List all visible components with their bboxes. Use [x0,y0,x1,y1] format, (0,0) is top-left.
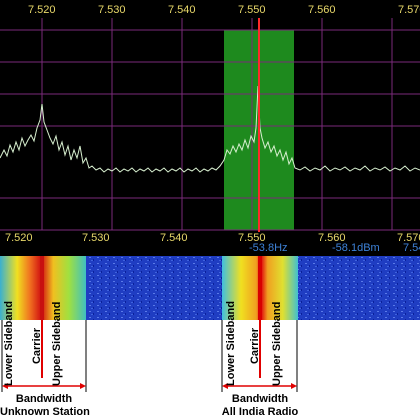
carrier-label: Carrier [249,327,261,365]
horizontal-grid [0,29,420,231]
carrier-label: Carrier [31,327,43,365]
top-tick-label: 7.540 [168,4,196,16]
lower-sideband-label: Lower Sideband [3,301,15,386]
offset-readout: -53.8Hz [249,242,288,254]
spectrum-display[interactable]: 7.520 7.530 7.540 7.550 7.560 7.570 7.52… [0,0,420,244]
readout-bar: -53.8Hz -58.1dBm 7.54 [0,242,420,256]
bottom-tick-label: 7.560 [318,232,346,244]
bottom-tick-label: 7.570 [397,232,420,244]
unknown-station-caption: Unknown Station [0,406,90,418]
bottom-tick-label: 7.530 [82,232,110,244]
bottom-tick-label: 7.540 [160,232,188,244]
waterfall-carrier-unknown [40,256,44,320]
freq-readout: 7.54 [403,242,420,254]
lower-sideband-label: Lower Sideband [225,301,237,386]
spectrum-trace [0,85,420,173]
top-tick-label: 7.550 [238,4,266,16]
spectrum-background [0,0,420,244]
bottom-tick-label: 7.520 [5,232,33,244]
top-tick-label: 7.530 [98,4,126,16]
waterfall-carrier-air [258,256,262,320]
level-readout: -58.1dBm [332,242,380,254]
all-india-radio-caption: All India Radio [221,406,299,418]
bandwidth-label: Bandwidth [15,393,73,405]
waterfall-display[interactable] [0,256,420,320]
upper-sideband-label: Upper Sideband [271,301,283,386]
top-tick-label: 7.520 [28,4,56,16]
top-tick-label: 7.570 [398,4,420,16]
annotation-lines [1,320,298,392]
vertical-grid [41,18,393,230]
bandwidth-label: Bandwidth [231,393,289,405]
bottom-tick-label: 7.550 [238,232,266,244]
top-tick-label: 7.560 [308,4,336,16]
upper-sideband-label: Upper Sideband [51,301,63,386]
